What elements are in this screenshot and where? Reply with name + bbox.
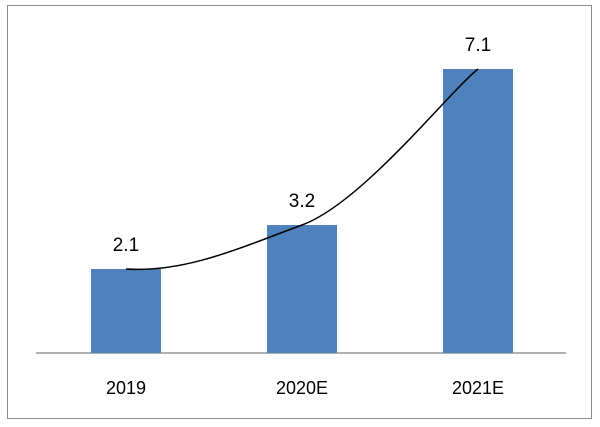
trend-curve — [125, 68, 479, 271]
bars-group — [91, 69, 513, 353]
data-label-2019: 2.1 — [113, 235, 139, 256]
x-tick-label-2019: 2019 — [106, 378, 146, 398]
x-tick-label-2021E: 2021E — [452, 378, 504, 398]
data-label-2020E: 3.2 — [289, 191, 315, 212]
labels-group: 2.1 3.2 7.1 — [113, 35, 491, 256]
bar-2020E — [267, 225, 337, 353]
bar-2021E — [443, 69, 513, 353]
data-label-2021E: 7.1 — [465, 35, 491, 56]
ticks-group: 2019 2020E 2021E — [106, 378, 504, 398]
x-tick-label-2020E: 2020E — [276, 378, 328, 398]
bar-2019 — [91, 269, 161, 353]
